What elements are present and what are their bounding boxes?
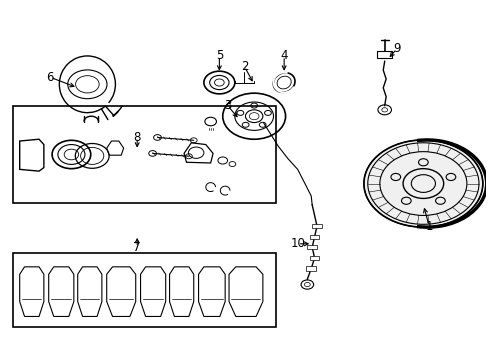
- Text: 1: 1: [425, 220, 432, 233]
- Text: 4: 4: [280, 49, 287, 62]
- Bar: [309, 256, 319, 260]
- Bar: [311, 224, 321, 228]
- Text: 3: 3: [224, 99, 231, 112]
- Text: 6: 6: [46, 71, 54, 84]
- Text: 10: 10: [290, 237, 305, 250]
- Bar: [13, 253, 275, 327]
- Bar: [309, 235, 319, 239]
- Text: 2: 2: [240, 60, 248, 73]
- Text: 5: 5: [215, 49, 223, 62]
- Text: 7: 7: [133, 241, 141, 254]
- Text: 8: 8: [133, 131, 141, 144]
- Bar: [13, 105, 275, 203]
- Text: 9: 9: [392, 42, 400, 55]
- Bar: [306, 266, 315, 271]
- Bar: [377, 51, 391, 58]
- Circle shape: [363, 140, 482, 227]
- Bar: [307, 245, 316, 249]
